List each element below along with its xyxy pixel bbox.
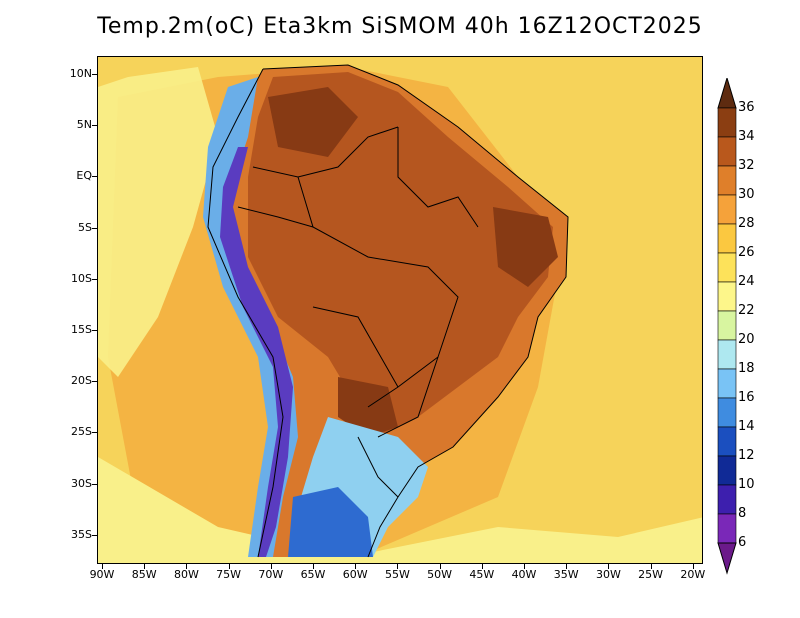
lat-tick-label: 5N (76, 118, 92, 132)
colorbar-bottom-arrow (717, 542, 737, 575)
lon-tick-label: 20W (680, 568, 706, 581)
lon-tick-mark (270, 564, 272, 569)
lon-tick-mark (650, 564, 652, 569)
lon-tick-mark (186, 564, 188, 569)
lon-tick-mark (144, 564, 146, 569)
lon-tick-label: 65W (300, 568, 326, 581)
colorbar-level-label: 30 (738, 187, 755, 202)
colorbar-top-arrow (717, 78, 737, 109)
colorbar-segment (717, 484, 737, 515)
land-very-hot-region (493, 207, 558, 287)
lon-tick-mark (566, 564, 568, 569)
colorbar-segment (717, 281, 737, 312)
lat-tick-mark (92, 483, 97, 485)
andes-cold-region (220, 147, 293, 557)
south-cold-region (288, 487, 373, 557)
lon-tick-mark (439, 564, 441, 569)
lon-tick-mark (228, 564, 230, 569)
lat-tick-mark (92, 330, 97, 331)
lon-tick-label: 70W (258, 568, 284, 581)
colorbar-level-label: 10 (738, 477, 755, 492)
lon-tick-label: 40W (511, 568, 537, 581)
lat-tick-label: 35S (71, 527, 92, 541)
colorbar-level-label: 34 (738, 129, 755, 144)
lat-tick-mark (92, 534, 97, 536)
colorbar-segment (717, 513, 737, 544)
colorbar-segment (717, 194, 737, 225)
lat-tick-label: EQ (76, 169, 92, 183)
lon-tick-label: 75W (216, 568, 242, 581)
map-svg (98, 57, 702, 563)
lat-tick-mark (92, 74, 97, 75)
lon-tick-label: 25W (638, 568, 664, 581)
colorbar-segment (717, 397, 737, 428)
colorbar-segment (717, 368, 737, 399)
lon-tick-label: 35W (553, 568, 579, 581)
lon-tick-label: 85W (131, 568, 157, 581)
colorbar-level-label: 12 (738, 448, 755, 463)
lat-tick-label: 15S (71, 323, 92, 336)
lon-tick-label: 60W (342, 568, 368, 581)
ocean-cool-west-region (98, 67, 218, 377)
lon-tick-label: 45W (469, 568, 495, 581)
colorbar-level-label: 32 (738, 158, 755, 173)
colorbar-level-label: 36 (738, 100, 755, 115)
lon-tick-mark (524, 564, 525, 569)
colorbar-segment (717, 107, 737, 138)
colorbar-level-label: 16 (738, 390, 755, 405)
colorbar-segment (717, 223, 737, 254)
lon-tick-mark (102, 564, 103, 569)
colorbar-segment (717, 455, 737, 486)
lon-tick-label: 50W (427, 568, 453, 581)
colorbar-level-label: 18 (738, 361, 755, 376)
colorbar-level-label: 8 (738, 506, 747, 521)
colorbar-segment (717, 310, 737, 341)
lon-tick-mark (313, 564, 314, 569)
land-very-hot-region-2 (268, 87, 358, 157)
colorbar-segment (717, 252, 737, 283)
lon-tick-mark (608, 564, 610, 569)
lat-tick-label: 30S (71, 476, 92, 490)
lat-tick-mark (92, 125, 97, 127)
land-hot-region (248, 72, 553, 437)
temperature-map (97, 56, 703, 564)
lat-tick-mark (92, 176, 97, 178)
colorbar-level-label: 28 (738, 216, 755, 231)
lon-tick-mark (397, 564, 399, 569)
chart-title: Temp.2m(oC) Eta3km SiSMOM 40h 16Z12OCT20… (97, 14, 703, 39)
lon-tick-mark (355, 564, 357, 569)
colorbar (717, 78, 737, 575)
lat-tick-label: 10S (71, 271, 92, 285)
colorbar-segment (717, 165, 737, 196)
lat-tick-mark (92, 227, 97, 229)
lon-tick-label: 30W (595, 568, 621, 581)
lat-tick-label: 10N (69, 67, 92, 80)
colorbar-level-label: 20 (738, 332, 755, 347)
colorbar-level-label: 6 (738, 535, 747, 550)
lat-tick-mark (92, 432, 97, 434)
lat-tick-mark (92, 381, 97, 383)
lon-tick-mark (481, 564, 483, 569)
colorbar-segment (717, 136, 737, 167)
lon-tick-label: 55W (384, 568, 410, 581)
lon-tick-mark (692, 564, 694, 569)
colorbar-segment (717, 339, 737, 370)
lat-tick-label: 20S (71, 374, 92, 388)
country-borders (207, 64, 569, 558)
ocean-cool-region (98, 457, 702, 563)
colorbar-segment (717, 426, 737, 457)
colorbar-level-label: 24 (738, 274, 755, 289)
colorbar-level-label: 22 (738, 303, 755, 318)
colorbar-level-label: 26 (738, 245, 755, 260)
lat-tick-mark (92, 278, 97, 280)
lon-tick-label: 80W (173, 568, 199, 581)
lat-tick-label: 25S (71, 425, 92, 439)
lat-tick-label: 5S (78, 220, 92, 234)
lon-tick-label: 90W (89, 568, 115, 581)
colorbar-level-label: 14 (738, 419, 755, 434)
